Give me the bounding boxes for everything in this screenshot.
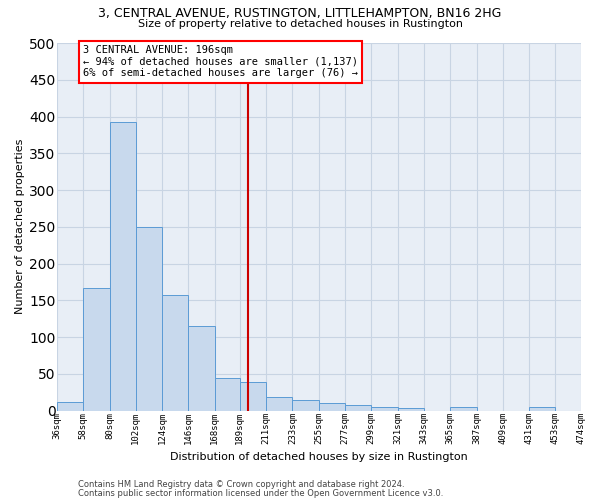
Bar (292, 400, 319, 410)
Bar (188, 326, 215, 410)
Y-axis label: Number of detached properties: Number of detached properties (15, 139, 25, 314)
Bar (240, 382, 266, 410)
Bar (398, 408, 424, 410)
Bar (162, 295, 188, 410)
Bar (371, 407, 398, 410)
Bar (319, 403, 345, 410)
Bar (266, 398, 292, 410)
Text: Contains HM Land Registry data © Crown copyright and database right 2024.: Contains HM Land Registry data © Crown c… (78, 480, 404, 489)
Bar (345, 406, 371, 410)
Text: 3 CENTRAL AVENUE: 196sqm
← 94% of detached houses are smaller (1,137)
6% of semi: 3 CENTRAL AVENUE: 196sqm ← 94% of detach… (83, 45, 358, 78)
Bar (57, 402, 83, 410)
Text: Size of property relative to detached houses in Rustington: Size of property relative to detached ho… (137, 19, 463, 29)
Text: Contains public sector information licensed under the Open Government Licence v3: Contains public sector information licen… (78, 489, 443, 498)
Bar (110, 122, 136, 410)
Bar (83, 288, 110, 410)
X-axis label: Distribution of detached houses by size in Rustington: Distribution of detached houses by size … (170, 452, 467, 462)
Bar (215, 378, 240, 410)
Bar (450, 407, 476, 410)
Bar (136, 227, 162, 410)
Bar (529, 407, 556, 410)
Text: 3, CENTRAL AVENUE, RUSTINGTON, LITTLEHAMPTON, BN16 2HG: 3, CENTRAL AVENUE, RUSTINGTON, LITTLEHAM… (98, 8, 502, 20)
